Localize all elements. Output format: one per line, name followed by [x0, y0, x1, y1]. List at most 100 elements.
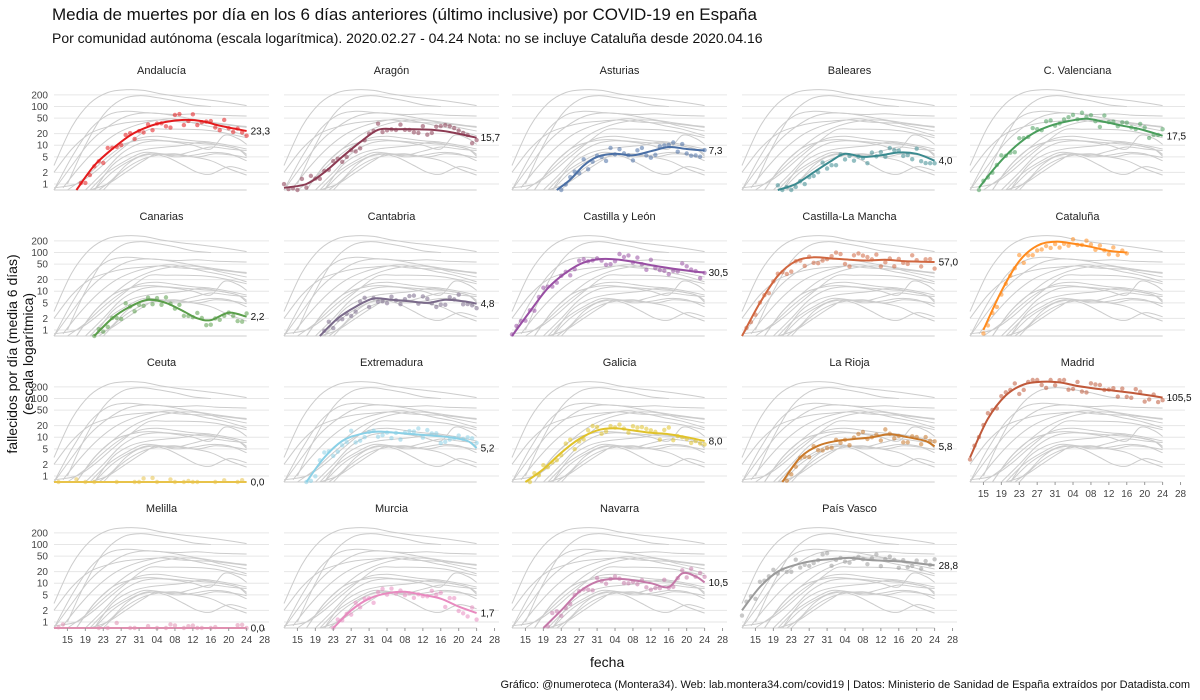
data-point — [851, 253, 857, 258]
series-line — [777, 151, 935, 191]
data-point — [608, 423, 613, 429]
background-series-line — [93, 153, 247, 191]
series-line — [305, 430, 478, 483]
background-series-line — [283, 89, 477, 166]
background-series-line — [741, 119, 935, 173]
data-point — [842, 559, 848, 564]
data-point — [344, 439, 349, 445]
data-point — [702, 574, 707, 579]
data-point — [820, 448, 825, 453]
data-point — [326, 319, 331, 324]
panel-pa-s-vasco: País Vasco 28,8 15 19 23 27 31 04 08 12 16 20 24 28 — [739, 503, 959, 646]
data-point — [1097, 382, 1103, 388]
data-point — [172, 112, 178, 118]
background-series-line — [750, 264, 935, 335]
background-series-line — [520, 410, 705, 481]
end-value-label: 8,0 — [709, 436, 723, 447]
background-series-line — [62, 556, 247, 627]
data-point — [532, 308, 537, 313]
x-tick-label: 23 — [98, 635, 110, 646]
background-series-line — [754, 241, 899, 331]
background-series-line — [315, 572, 477, 629]
data-point — [869, 150, 875, 155]
background-series-line — [511, 119, 705, 173]
background-series-line — [1005, 443, 1163, 483]
background-series-line — [1018, 299, 1163, 337]
background-series-line — [551, 141, 705, 191]
background-series-line — [323, 445, 477, 483]
data-point — [389, 294, 394, 299]
data-point — [648, 587, 654, 592]
background-series-line — [969, 274, 1163, 335]
data-point — [599, 431, 604, 437]
data-point — [1021, 260, 1026, 266]
data-point — [806, 563, 812, 569]
background-series-line — [741, 548, 935, 629]
background-series-line — [551, 445, 705, 483]
data-point — [1057, 245, 1062, 250]
background-series-line — [1005, 151, 1163, 191]
data-point — [666, 271, 671, 277]
data-point — [892, 148, 897, 153]
background-series-line — [93, 433, 247, 483]
background-series-line — [53, 119, 247, 173]
background-series-line — [1009, 299, 1163, 337]
data-point — [617, 422, 622, 427]
end-value-label: 2,2 — [251, 312, 265, 323]
data-point — [594, 575, 600, 581]
x-tick-label: 20 — [681, 635, 693, 646]
background-series-line — [969, 402, 1163, 483]
data-point — [793, 184, 798, 190]
y-tick-label: 5 — [42, 444, 48, 455]
data-point — [420, 435, 426, 440]
data-point — [693, 153, 698, 158]
series-line — [319, 297, 477, 337]
background-series-line — [978, 410, 1163, 481]
background-series-line — [1005, 151, 1163, 191]
background-series-line — [319, 151, 477, 191]
data-point — [1133, 386, 1138, 392]
data-point — [83, 180, 88, 186]
background-series-line — [297, 427, 477, 483]
background-series-line — [750, 118, 935, 189]
data-point — [739, 613, 745, 618]
data-point — [380, 299, 385, 304]
data-point — [132, 309, 137, 314]
data-point — [159, 302, 164, 307]
data-point — [447, 123, 452, 129]
data-point — [208, 322, 213, 327]
data-point — [281, 181, 287, 187]
series-line — [969, 380, 1163, 458]
end-value-label: 23,3 — [251, 127, 271, 138]
data-point — [384, 300, 390, 306]
y-tick-label: 50 — [37, 114, 49, 125]
data-point — [644, 153, 649, 158]
data-point — [662, 427, 667, 433]
data-point — [456, 292, 461, 297]
data-point — [469, 140, 475, 146]
data-point — [443, 302, 448, 308]
data-point — [172, 623, 178, 628]
data-point — [874, 252, 879, 257]
data-point — [657, 267, 663, 273]
data-point — [914, 146, 919, 151]
data-point — [74, 477, 79, 482]
x-tick-label: 04 — [381, 635, 393, 646]
data-point — [918, 566, 924, 572]
data-point — [1111, 245, 1116, 250]
data-point — [1115, 394, 1121, 399]
end-value-label: 30,5 — [709, 268, 729, 279]
data-point — [105, 145, 110, 151]
background-series-line — [283, 527, 477, 604]
background-series-line — [969, 256, 1163, 337]
data-point — [824, 445, 830, 451]
panel-title: La Rioja — [829, 357, 870, 369]
data-point — [847, 443, 852, 448]
data-point — [380, 586, 385, 592]
data-point — [1155, 399, 1161, 405]
data-point — [878, 438, 884, 443]
x-tick-label: 31 — [364, 635, 376, 646]
data-point — [366, 304, 372, 310]
data-point — [141, 130, 146, 135]
